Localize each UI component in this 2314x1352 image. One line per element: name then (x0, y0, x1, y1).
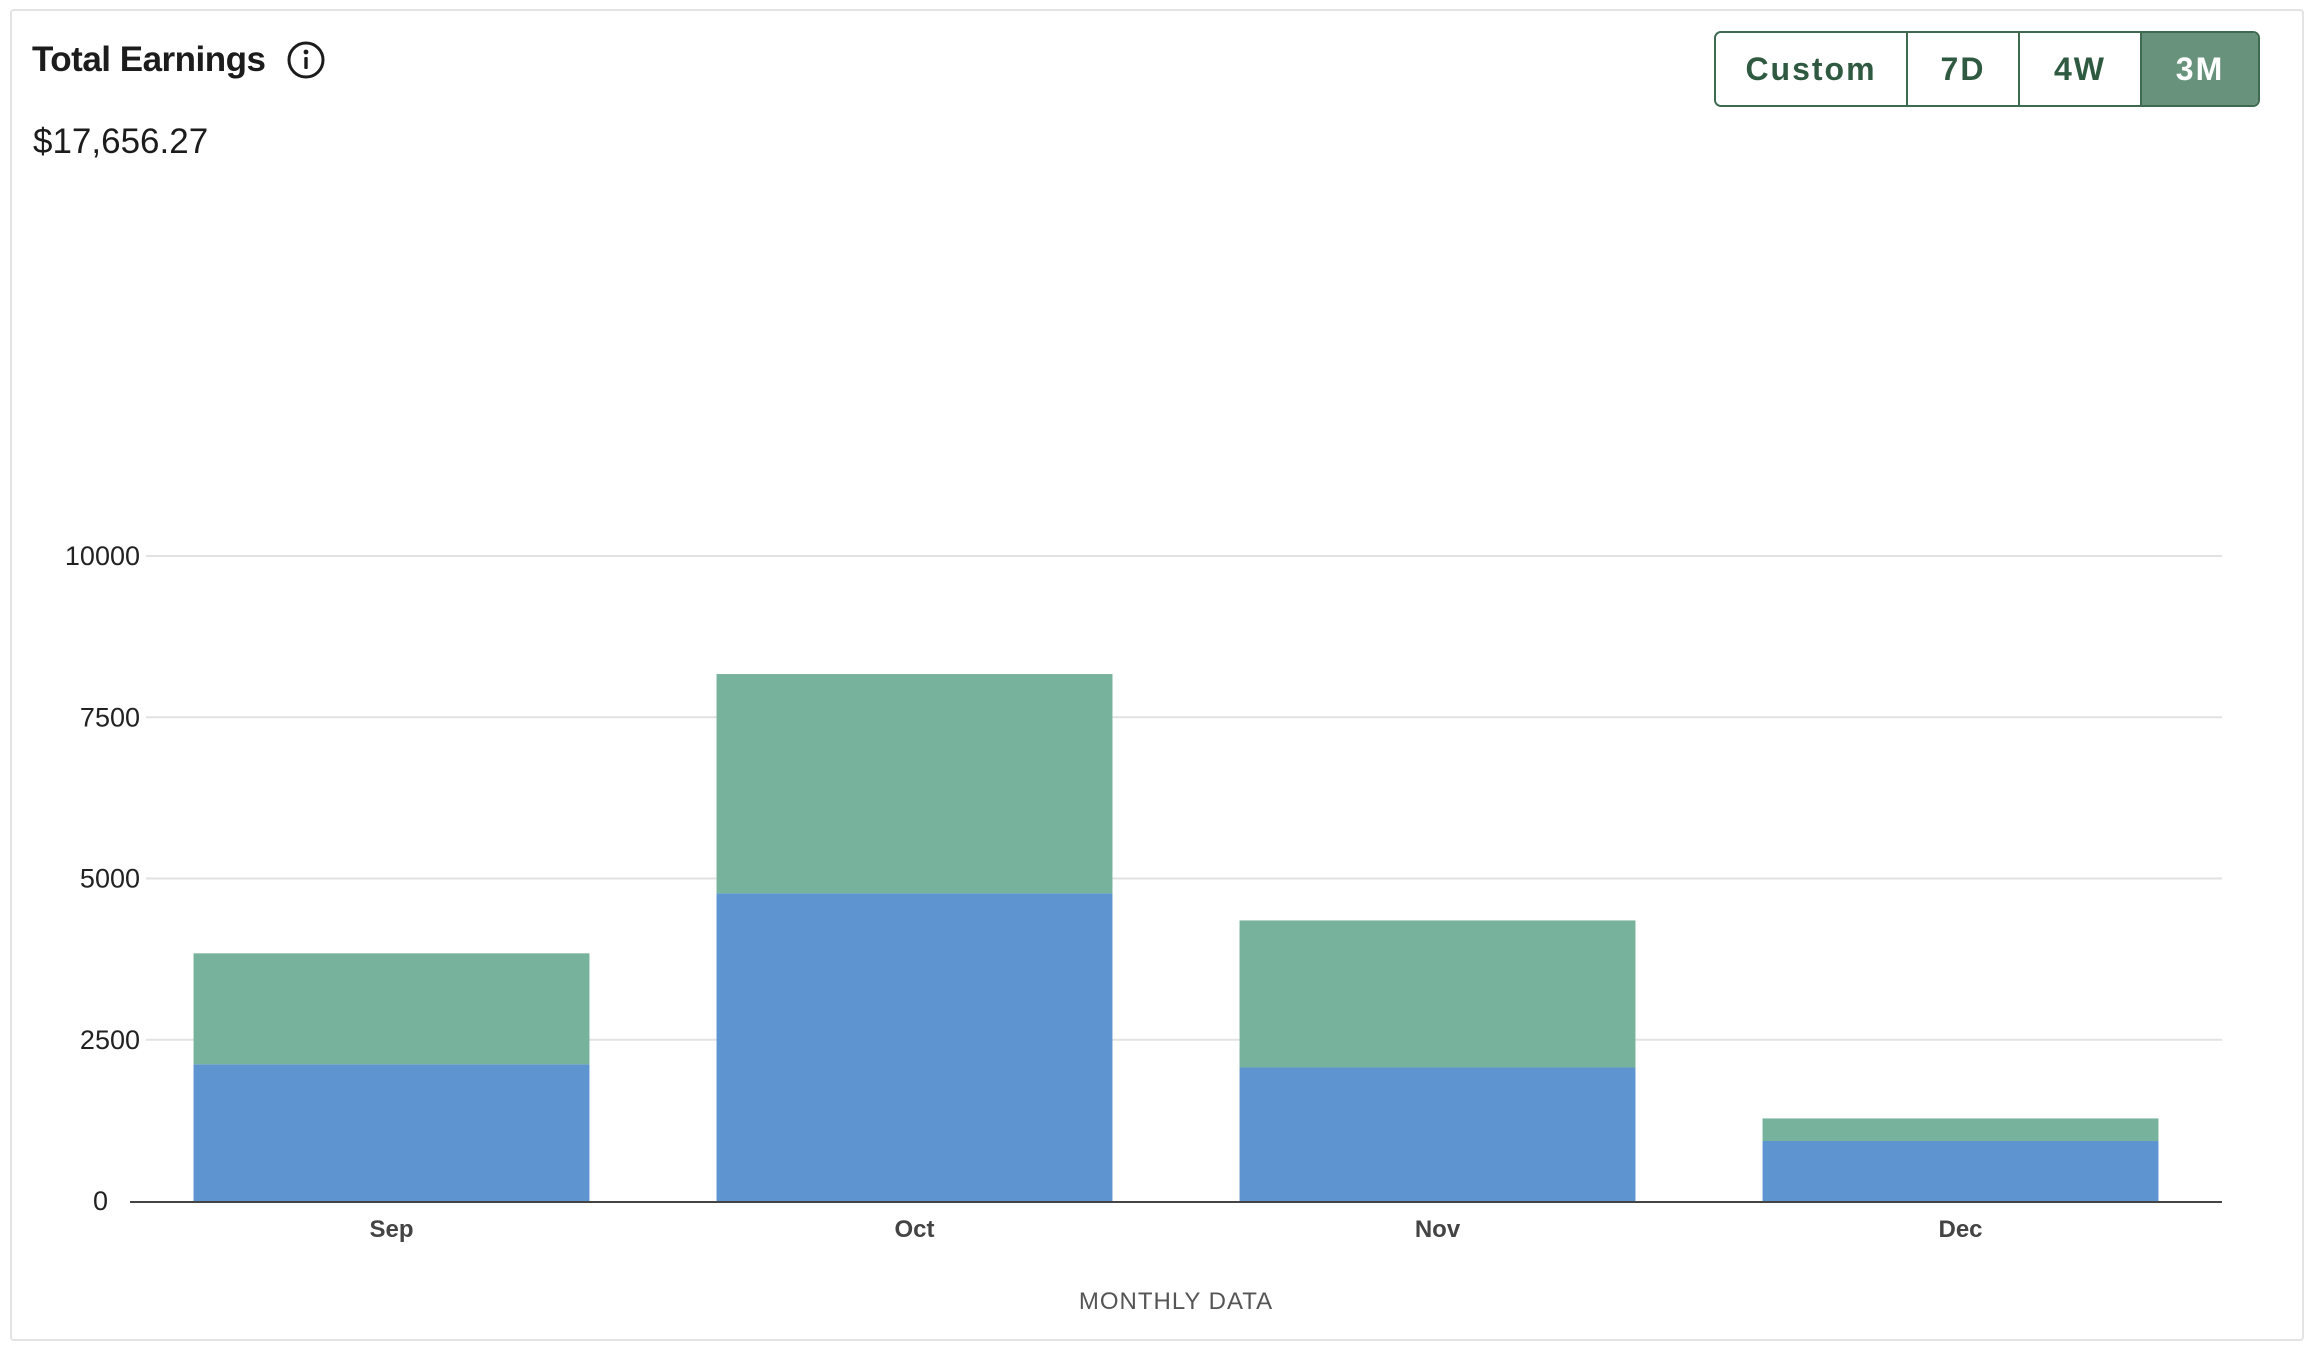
bar-segment-top-sep (193, 953, 590, 1065)
range-3m-button[interactable]: 3M (2142, 33, 2258, 105)
page-title: Total Earnings (32, 40, 266, 79)
info-icon[interactable] (286, 40, 326, 80)
y-tick-label: 5000 (80, 864, 140, 894)
x-axis-title: MONTHLY DATA (1079, 1288, 1273, 1315)
y-tick-label: 0 (93, 1186, 108, 1216)
range-selector: Custom 7D 4W 3M (1714, 31, 2260, 107)
x-tick-label: Oct (894, 1216, 934, 1243)
range-custom-button[interactable]: Custom (1716, 33, 1908, 105)
bar-segment-bottom-dec (1762, 1141, 2159, 1201)
total-earnings-value: $17,656.27 (33, 122, 209, 161)
y-tick-label: 10000 (65, 541, 140, 571)
bar-segment-top-oct (716, 674, 1113, 894)
bar-segment-bottom-oct (716, 893, 1113, 1201)
x-tick-label: Nov (1415, 1216, 1461, 1243)
range-4w-button[interactable]: 4W (2020, 33, 2142, 105)
bar-segment-bottom-sep (193, 1064, 590, 1201)
bar-segment-top-dec (1762, 1118, 2159, 1142)
x-tick-label: Dec (1938, 1216, 1982, 1243)
range-7d-button[interactable]: 7D (1908, 33, 2020, 105)
bar-segment-top-nov (1239, 920, 1636, 1068)
x-tick-label: Sep (369, 1216, 413, 1243)
y-tick-label: 7500 (80, 702, 140, 732)
title-row: Total Earnings (32, 40, 326, 80)
bar-segment-bottom-nov (1239, 1067, 1636, 1201)
y-tick-label: 2500 (80, 1025, 140, 1055)
